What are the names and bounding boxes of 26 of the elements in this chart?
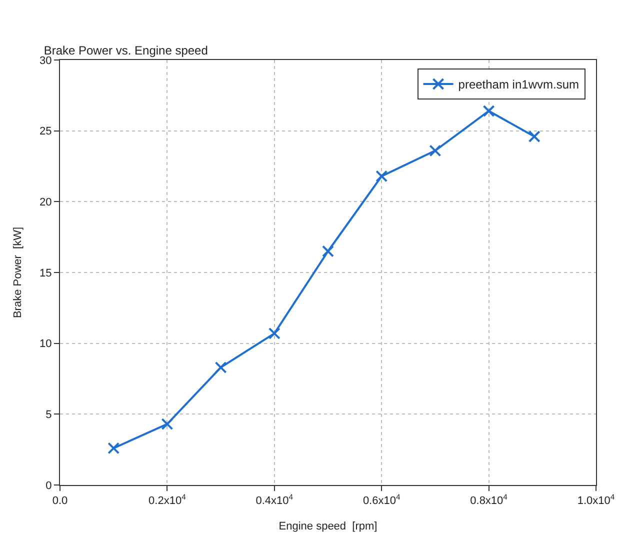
point: [429, 144, 442, 157]
chart-title: Brake Power vs. Engine speed: [44, 44, 208, 58]
x-axis-title: Engine speed [rpm]: [278, 520, 378, 532]
y-tick-label: 20: [40, 196, 52, 209]
x-tick-label: 0.4x10$^{4}$: [256, 492, 294, 508]
x-tick-label: 0.2x10$^{4}$: [148, 492, 187, 508]
x-tick-label: 0.6x10$^{4}$: [362, 492, 401, 508]
point: [322, 245, 334, 258]
point: [214, 361, 227, 374]
point: [482, 105, 495, 117]
x-tick-label: 1.0x10$^{4}$: [577, 492, 616, 508]
x-tick-label: 0.0: [52, 495, 68, 508]
point: [376, 170, 388, 182]
x-tick-label: 0.8x10$^{4}$: [470, 492, 508, 508]
y-tick-label: 0: [46, 480, 52, 492]
y-tick-label: 5: [46, 409, 52, 422]
point: [528, 130, 540, 142]
legend-label: preetham in1wvm.sum: [458, 78, 579, 92]
y-tick-label: 15: [40, 267, 52, 280]
point: [268, 327, 280, 340]
y-tick-label: 10: [40, 338, 52, 350]
y-tick-label: 25: [40, 126, 52, 138]
point: [108, 442, 120, 454]
y-axis-title: Brake Power [kW]: [12, 226, 24, 318]
point: [161, 418, 174, 430]
y-tick-label: 30: [40, 54, 52, 67]
